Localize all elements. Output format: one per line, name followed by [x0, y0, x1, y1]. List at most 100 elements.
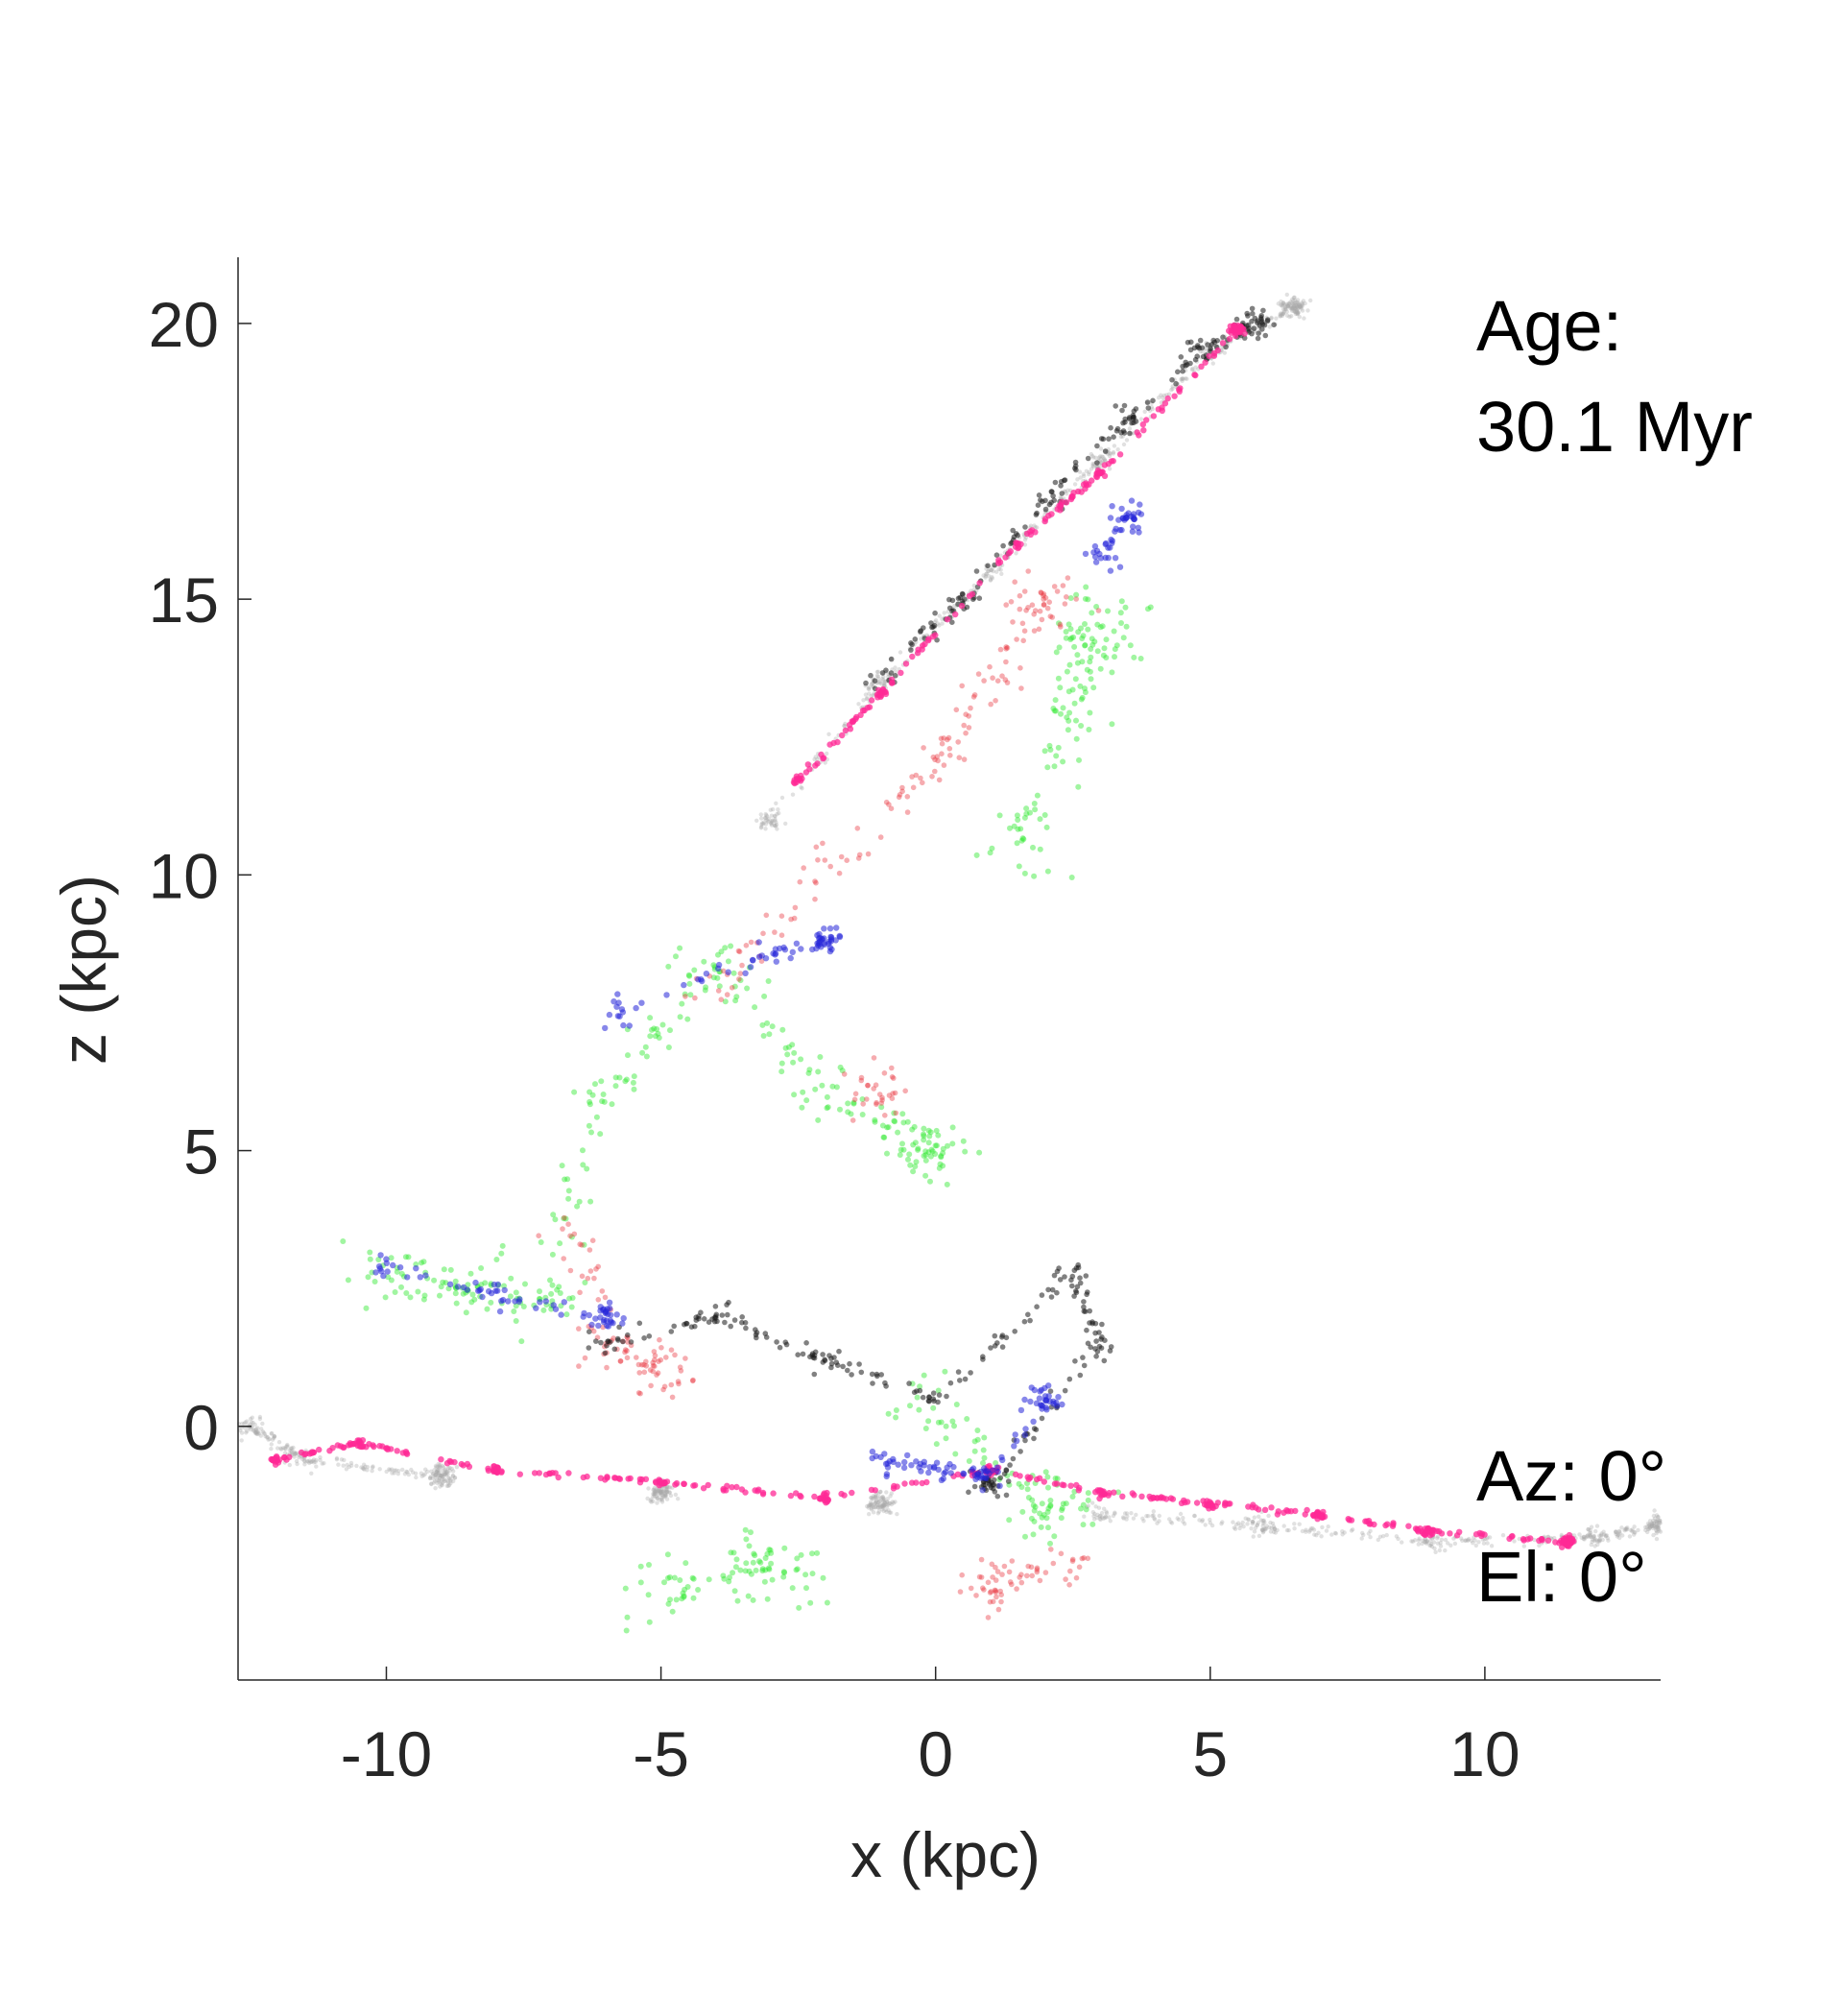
data-point-green: [794, 1566, 801, 1572]
data-point-black: [1262, 332, 1269, 339]
data-point-gray: [1168, 1520, 1173, 1524]
data-point-red: [1029, 602, 1036, 608]
data-point-blue: [789, 948, 796, 955]
data-point-gray: [339, 1457, 345, 1462]
data-point-green: [768, 1549, 775, 1556]
data-point-red: [635, 1390, 642, 1396]
data-point-gray: [434, 1470, 440, 1475]
data-point-gray: [893, 665, 898, 670]
data-point-gray: [873, 1505, 877, 1510]
data-point-green: [679, 1000, 685, 1007]
data-point-gray: [1351, 1527, 1355, 1532]
data-point-gray: [883, 1500, 888, 1505]
data-point-gray: [1271, 1529, 1277, 1535]
data-point-gray: [1138, 417, 1144, 421]
data-point-black: [955, 1369, 962, 1375]
data-point-gray: [872, 1501, 877, 1506]
data-point-green: [900, 1146, 907, 1153]
data-point-gray: [843, 721, 848, 727]
data-point-green: [1041, 748, 1048, 755]
data-point-green: [1045, 1524, 1051, 1531]
data-point-gray: [1592, 1534, 1596, 1539]
data-point-gray: [1238, 1523, 1243, 1527]
data-point-red: [1069, 1558, 1076, 1564]
data-point-pink: [359, 1437, 367, 1444]
data-point-gray: [1595, 1539, 1600, 1544]
data-point-gray: [354, 1463, 359, 1469]
data-point-gray: [1485, 1541, 1490, 1546]
data-point-blue: [1136, 529, 1142, 536]
data-point-gray: [1423, 1537, 1427, 1542]
data-point-gray: [873, 1504, 878, 1509]
data-point-gray: [1261, 1518, 1266, 1524]
data-point-black: [1081, 1308, 1088, 1314]
data-point-black: [1057, 1277, 1064, 1283]
data-point-gray: [1469, 1538, 1474, 1544]
data-point-black: [1145, 405, 1152, 411]
data-point-gray: [1122, 1511, 1128, 1516]
data-point-pink: [849, 1489, 855, 1497]
data-point-gray: [874, 1498, 879, 1503]
data-point-red: [801, 865, 806, 871]
data-point-green: [899, 1111, 906, 1117]
data-point-pink: [841, 1492, 848, 1499]
data-point-green: [420, 1296, 427, 1303]
data-point-pink: [1508, 1533, 1516, 1540]
data-point-pink: [1067, 1482, 1074, 1489]
data-point-gray: [1512, 1539, 1517, 1544]
data-point-red: [651, 1349, 658, 1355]
data-point-green: [766, 1566, 773, 1572]
data-point-green: [388, 1277, 395, 1284]
data-point-gray: [1097, 454, 1103, 459]
data-point-gray: [1261, 1527, 1266, 1532]
data-point-green: [912, 1140, 919, 1146]
data-point-green: [720, 1572, 727, 1579]
data-point-gray: [433, 1475, 438, 1480]
data-point-pink: [1140, 427, 1147, 434]
data-point-gray: [1614, 1529, 1618, 1535]
data-point-gray: [1657, 1518, 1663, 1524]
data-point-green: [989, 845, 995, 852]
data-point-gray: [434, 1470, 439, 1475]
data-point-gray: [1134, 1512, 1138, 1518]
data-point-gray: [1092, 1511, 1097, 1517]
data-point-black: [872, 678, 878, 684]
data-point-gray: [1656, 1526, 1662, 1531]
data-point-gray: [254, 1431, 259, 1437]
data-point-red: [827, 863, 833, 870]
data-point-gray: [1586, 1527, 1591, 1532]
data-point-red: [656, 1358, 661, 1364]
data-point-pink: [1472, 1531, 1480, 1538]
data-point-blue: [1092, 559, 1100, 565]
data-point-red: [692, 995, 698, 1001]
data-point-blue: [1125, 510, 1132, 516]
data-point-gray: [667, 1485, 672, 1490]
data-point-gray: [318, 1457, 323, 1463]
data-point-black: [1126, 416, 1133, 422]
data-point-red: [637, 1390, 643, 1397]
data-point-gray: [1409, 1539, 1414, 1544]
data-point-green: [655, 1030, 661, 1037]
data-point-gray: [440, 1483, 444, 1488]
data-point-gray: [658, 1497, 664, 1501]
data-point-red: [852, 1091, 859, 1097]
data-point-red: [791, 915, 798, 922]
data-point-gray: [1295, 300, 1300, 305]
data-point-red: [641, 1361, 647, 1368]
data-point-gray: [871, 1494, 876, 1499]
data-point-green: [1071, 700, 1078, 707]
data-point-gray: [1124, 438, 1130, 443]
data-point-black: [1027, 1317, 1033, 1324]
data-point-blue: [606, 1011, 613, 1019]
data-point-gray: [1091, 1517, 1097, 1522]
data-point-pink: [868, 1486, 875, 1494]
data-point-gray: [880, 1502, 886, 1507]
data-point-gray: [1472, 1538, 1477, 1543]
data-point-green: [421, 1292, 428, 1299]
data-point-gray: [877, 1499, 882, 1504]
data-point-green: [557, 1290, 563, 1296]
data-point-gray: [989, 567, 994, 573]
data-point-gray: [443, 1470, 447, 1476]
data-point-green: [365, 1274, 371, 1281]
data-point-green: [884, 1124, 891, 1131]
